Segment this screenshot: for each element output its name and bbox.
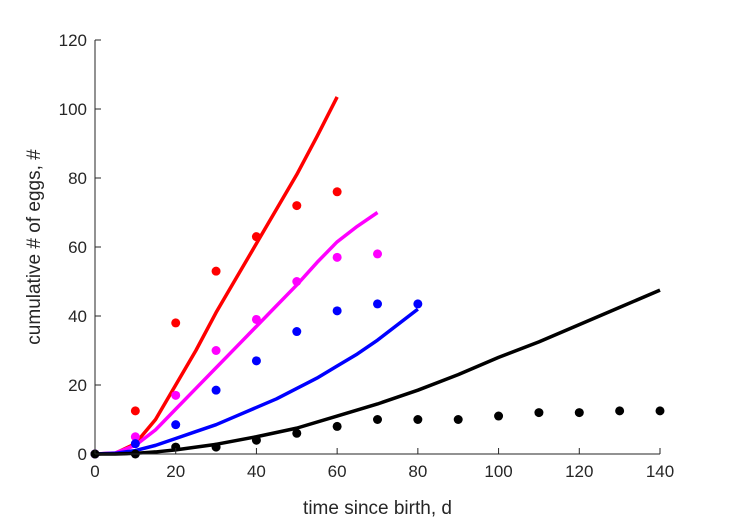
series-line <box>94 307 419 456</box>
series-3 <box>90 288 665 459</box>
data-point <box>615 406 625 416</box>
plot-area <box>90 96 665 459</box>
data-point <box>373 415 382 424</box>
data-point <box>130 406 140 416</box>
data-point <box>332 306 342 316</box>
x-tick-label: 40 <box>247 462 266 481</box>
y-tick-label: 100 <box>59 100 87 119</box>
data-point <box>211 346 221 355</box>
data-point <box>655 406 665 416</box>
data-point <box>332 187 342 197</box>
series-line <box>95 288 661 456</box>
x-tick-label: 100 <box>484 462 512 481</box>
data-point <box>292 201 302 211</box>
x-axis-ticks: 0 20 40 60 80 100 120 140 <box>90 448 674 481</box>
data-point <box>130 432 140 442</box>
y-tick-label: 60 <box>68 238 87 257</box>
x-tick-label: 20 <box>166 462 185 481</box>
data-point <box>211 385 221 395</box>
data-point <box>292 428 302 438</box>
x-tick-label: 60 <box>328 462 347 481</box>
y-tick-label: 40 <box>68 307 87 326</box>
x-tick-label: 140 <box>646 462 674 481</box>
series-1 <box>90 211 382 459</box>
y-tick-label: 80 <box>68 169 87 188</box>
data-point <box>373 299 382 309</box>
series-2 <box>90 299 423 459</box>
x-tick-label: 80 <box>408 462 427 481</box>
x-tick-label: 0 <box>90 462 99 481</box>
data-point <box>332 421 342 431</box>
data-point <box>251 356 261 366</box>
data-point <box>171 318 181 328</box>
y-tick-label: 20 <box>68 376 87 395</box>
data-point <box>171 420 181 430</box>
axes: 0 20 40 60 80 100 120 140 0 20 40 60 80 100 120 <box>59 31 675 481</box>
data-point <box>251 435 261 445</box>
data-point <box>534 408 544 418</box>
data-point <box>211 442 221 452</box>
data-point <box>171 390 181 400</box>
x-tick-label: 120 <box>565 462 593 481</box>
series-line <box>94 211 379 456</box>
data-point <box>413 415 423 424</box>
data-point <box>332 252 342 262</box>
data-point <box>453 415 463 424</box>
x-axis-label: time since birth, d <box>303 498 452 519</box>
y-axis-ticks: 0 20 40 60 80 100 120 <box>59 31 101 464</box>
data-point <box>171 442 181 452</box>
data-point <box>251 314 261 324</box>
data-point <box>251 232 261 242</box>
data-point <box>130 439 140 449</box>
y-tick-label: 0 <box>78 445 87 464</box>
data-point <box>373 249 382 259</box>
y-tick-label: 120 <box>59 31 87 50</box>
y-axis-label: cumulative # of eggs, # <box>24 149 45 345</box>
data-point <box>211 266 221 276</box>
data-point <box>574 408 584 418</box>
data-point <box>292 277 302 286</box>
data-point <box>494 411 504 421</box>
data-point <box>292 327 302 337</box>
data-point <box>413 299 423 309</box>
